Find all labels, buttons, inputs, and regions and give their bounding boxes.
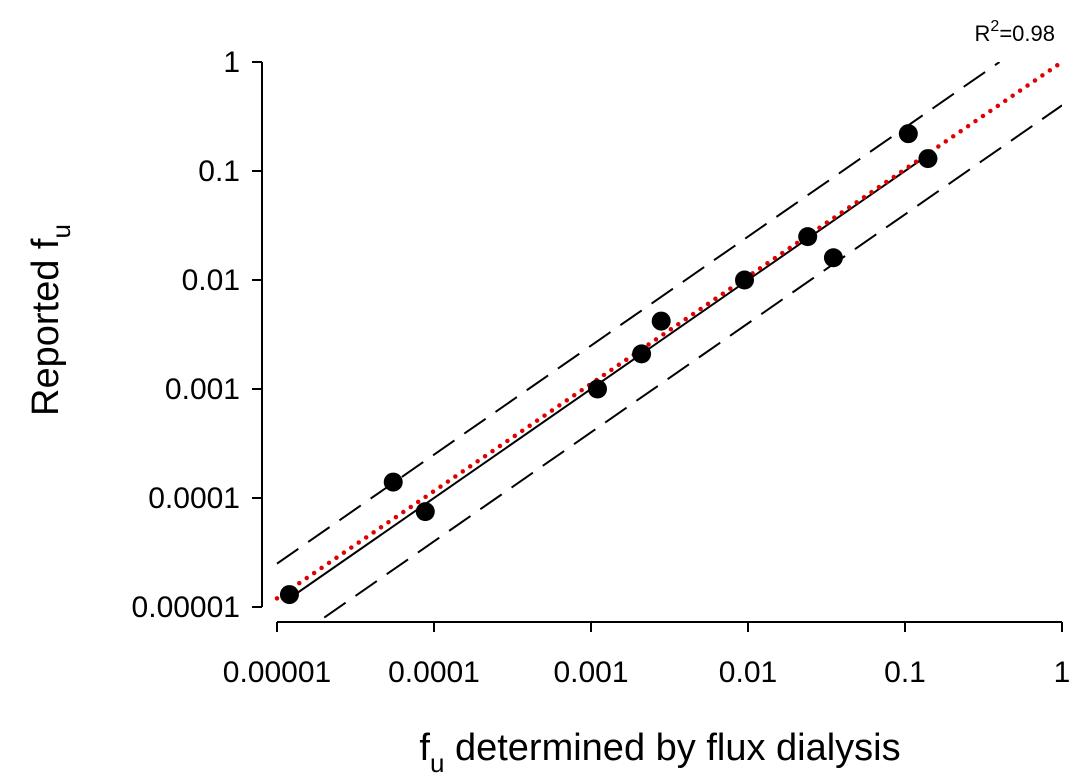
data-point: [735, 270, 755, 290]
data-point: [279, 585, 299, 605]
y-ticks: 0.00001 0.0001 0.001 0.01 0.1 1: [132, 46, 262, 624]
data-point: [898, 124, 918, 144]
regression-line: [274, 62, 1062, 601]
y-tick-label: 0.001: [165, 373, 240, 406]
x-tick-label: 0.1: [884, 656, 926, 689]
x-tick-label: 0.001: [553, 656, 628, 689]
y-tick-label: 1: [223, 46, 240, 79]
x-tick-label: 0.00001: [223, 656, 331, 689]
x-tick-label: 0.0001: [388, 656, 480, 689]
y-tick-label: 0.1: [198, 155, 240, 188]
data-point: [632, 344, 652, 364]
data-point: [798, 227, 818, 247]
y-tick-label: 0.00001: [132, 591, 240, 624]
x-tick-label: 1: [1054, 656, 1071, 689]
y-tick-label: 0.01: [182, 264, 240, 297]
y-axis-title: Reported fu: [25, 224, 76, 416]
y-tick-label: 0.0001: [148, 482, 240, 515]
data-point: [918, 149, 938, 169]
data-point: [651, 311, 671, 331]
data-point: [383, 472, 403, 492]
x-axis-title: fu determined by flux dialysis: [419, 727, 900, 778]
data-points: [279, 124, 938, 605]
data-point: [415, 502, 435, 522]
reference-lines: [274, 62, 1062, 619]
x-ticks: 0.00001 0.0001 0.001 0.01 0.1 1: [223, 622, 1071, 689]
bound-line: [276, 62, 1001, 565]
data-point: [587, 379, 607, 399]
x-tick-label: 0.01: [719, 656, 777, 689]
bound-line: [323, 104, 1062, 619]
axes: [261, 62, 1062, 623]
r-squared-annotation: R2=0.98: [975, 18, 1055, 46]
data-point: [823, 248, 843, 268]
identity-line: [288, 154, 929, 600]
